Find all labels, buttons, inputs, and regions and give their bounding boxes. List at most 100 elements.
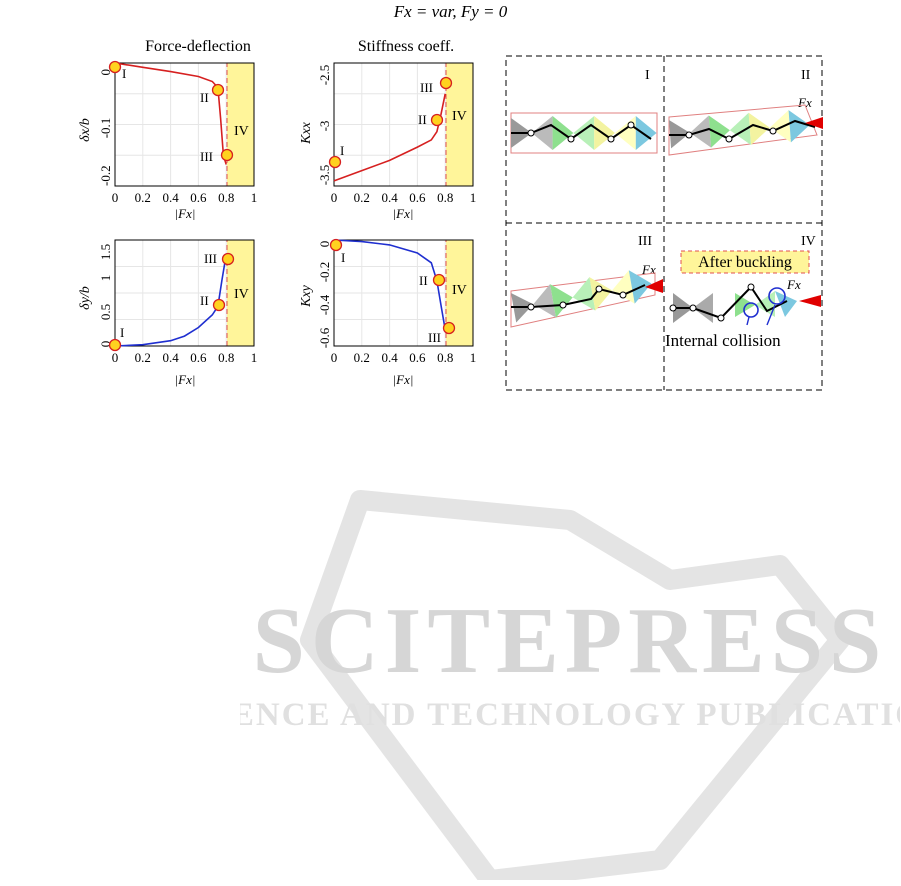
y-axis-label: Kxx [299, 121, 314, 145]
point-i [108, 60, 122, 74]
x-tick-label: 0 [112, 190, 119, 205]
point-ii [430, 113, 444, 127]
x-tick-label: 0 [331, 350, 338, 365]
point-i [329, 238, 343, 252]
point-iii [221, 252, 235, 266]
point-i-label: I [122, 66, 126, 81]
x-tick-label: 0.8 [218, 190, 234, 205]
x-tick-labels: 0 0.2 0.4 0.6 0.8 1 [112, 350, 258, 365]
panel-label: III [638, 234, 652, 249]
axes-box [114, 239, 255, 347]
point-iii [442, 321, 456, 335]
collision-circle [743, 302, 759, 318]
x-tick-label: 0.6 [190, 190, 207, 205]
x-tick-label: 1 [470, 350, 477, 365]
y-tick-label: -0.2 [317, 262, 332, 283]
plot-force-deflection: IV 0 0.2 0.4 0.6 0.8 1 0 -0.1 -0.2 δx/b |Fx| … [78, 60, 258, 220]
plot-stiffness-kxy: IV 0 0.2 0.4 0.6 0.8 1 0 -0.2 -0.4 -0.6 Kxy |… [299, 238, 477, 387]
plot-dy: IV 0 0.2 0.4 0.6 0.8 1 1.5 1 0.5 0 δy/b |Fx| … [78, 239, 258, 387]
plot-stiffness-kxx: IV 0 0.2 0.4 0.6 0.8 1 -2.5 -3 -3.5 Kxx |Fx| … [299, 62, 477, 220]
axes-box [333, 239, 474, 347]
y-tick-label: 1.5 [98, 244, 113, 260]
x-tick-label: 0.6 [409, 190, 426, 205]
point-iii [220, 148, 234, 162]
y-axis-label: δx/b [78, 118, 93, 142]
y-tick-label: -3 [317, 121, 332, 132]
y-tick-label: 0.5 [98, 304, 113, 320]
x-tick-labels: 0 0.2 0.4 0.6 0.8 1 [331, 190, 477, 205]
plot-title-force-deflection: Force-deflection [145, 38, 251, 55]
x-axis-label: |Fx| [175, 206, 196, 220]
after-buckling-text: After buckling [698, 254, 792, 271]
point-iii-label: III [420, 80, 433, 95]
force-label: Fx [797, 95, 812, 110]
x-tick-label: 0.2 [135, 190, 151, 205]
x-axis-label: |Fx| [393, 372, 414, 387]
zone-iv-label: IV [234, 124, 249, 139]
x-tick-label: 1 [470, 190, 477, 205]
x-tick-label: 0.4 [381, 350, 398, 365]
axes-box [333, 62, 474, 187]
x-tick-label: 0.8 [218, 350, 234, 365]
x-tick-label: 0.4 [162, 350, 179, 365]
point-i-label: I [340, 143, 344, 158]
plot-title-stiffness: Stiffness coeff. [357, 38, 455, 55]
y-tick-label: -0.1 [98, 118, 113, 139]
y-axis-label: δy/b [78, 286, 93, 310]
x-tick-label: 1 [251, 350, 258, 365]
mechanism-panels: I II Fx III Fx IV After buckling [505, 55, 823, 391]
x-tick-label: 0.4 [381, 190, 398, 205]
point-ii-label: II [419, 273, 428, 288]
panel-label: II [801, 68, 811, 83]
point-i [108, 338, 122, 352]
x-tick-label: 0 [112, 350, 119, 365]
y-tick-label: 0 [98, 341, 113, 348]
x-tick-label: 0.2 [135, 350, 151, 365]
x-tick-label: 0 [331, 190, 338, 205]
point-ii-label: II [200, 293, 209, 308]
y-tick-label: 0 [98, 69, 113, 76]
panel-label: I [645, 68, 650, 83]
zone-iv-label: IV [234, 287, 249, 302]
x-tick-label: 0.6 [190, 350, 207, 365]
y-tick-label: -0.6 [317, 327, 332, 348]
x-tick-labels: 0 0.2 0.4 0.6 0.8 1 [112, 190, 258, 205]
panel-label: IV [801, 234, 816, 249]
x-tick-label: 0.8 [437, 350, 453, 365]
curve-p4 [333, 239, 446, 330]
point-i [328, 155, 342, 169]
after-buckling-banner [680, 250, 810, 274]
y-tick-label: -0.2 [98, 165, 113, 186]
x-tick-label: 0.4 [162, 190, 179, 205]
internal-collision-label: Internal collision [665, 331, 781, 350]
curve-p1 [114, 62, 227, 165]
point-ii [212, 298, 226, 312]
force-arrow [799, 295, 821, 307]
x-tick-label: 0.2 [354, 190, 370, 205]
force-arrow [645, 279, 663, 293]
y-tick-label: 1 [98, 275, 113, 282]
y-tick-label: 0 [317, 241, 332, 248]
zone-iv-label: IV [452, 109, 467, 124]
y-axis-label: Kxy [299, 284, 314, 308]
collision-circle [768, 287, 786, 305]
axes-box [114, 62, 255, 187]
point-iii-label: III [204, 251, 217, 266]
x-tick-labels: 0 0.2 0.4 0.6 0.8 1 [331, 350, 477, 365]
panel-i: I [510, 68, 658, 154]
panel-iii: III Fx [510, 234, 663, 328]
point-ii-label: II [200, 90, 209, 105]
zone-iv-label: IV [452, 283, 467, 298]
watermark-title: SCITEPRESS [253, 589, 888, 693]
force-label: Fx [786, 277, 801, 292]
panel-ii: II Fx [668, 68, 823, 156]
y-tick-label: -0.4 [317, 294, 332, 315]
point-ii [432, 273, 446, 287]
x-tick-label: 0.8 [437, 190, 453, 205]
point-ii [211, 83, 225, 97]
x-tick-label: 0.2 [354, 350, 370, 365]
x-axis-label: |Fx| [393, 206, 414, 220]
panel-iv: IV After buckling Fx Internal collision [665, 234, 821, 350]
figure-condition: Fx = var, Fy = 0 [393, 2, 508, 21]
point-i-label: I [120, 325, 124, 340]
